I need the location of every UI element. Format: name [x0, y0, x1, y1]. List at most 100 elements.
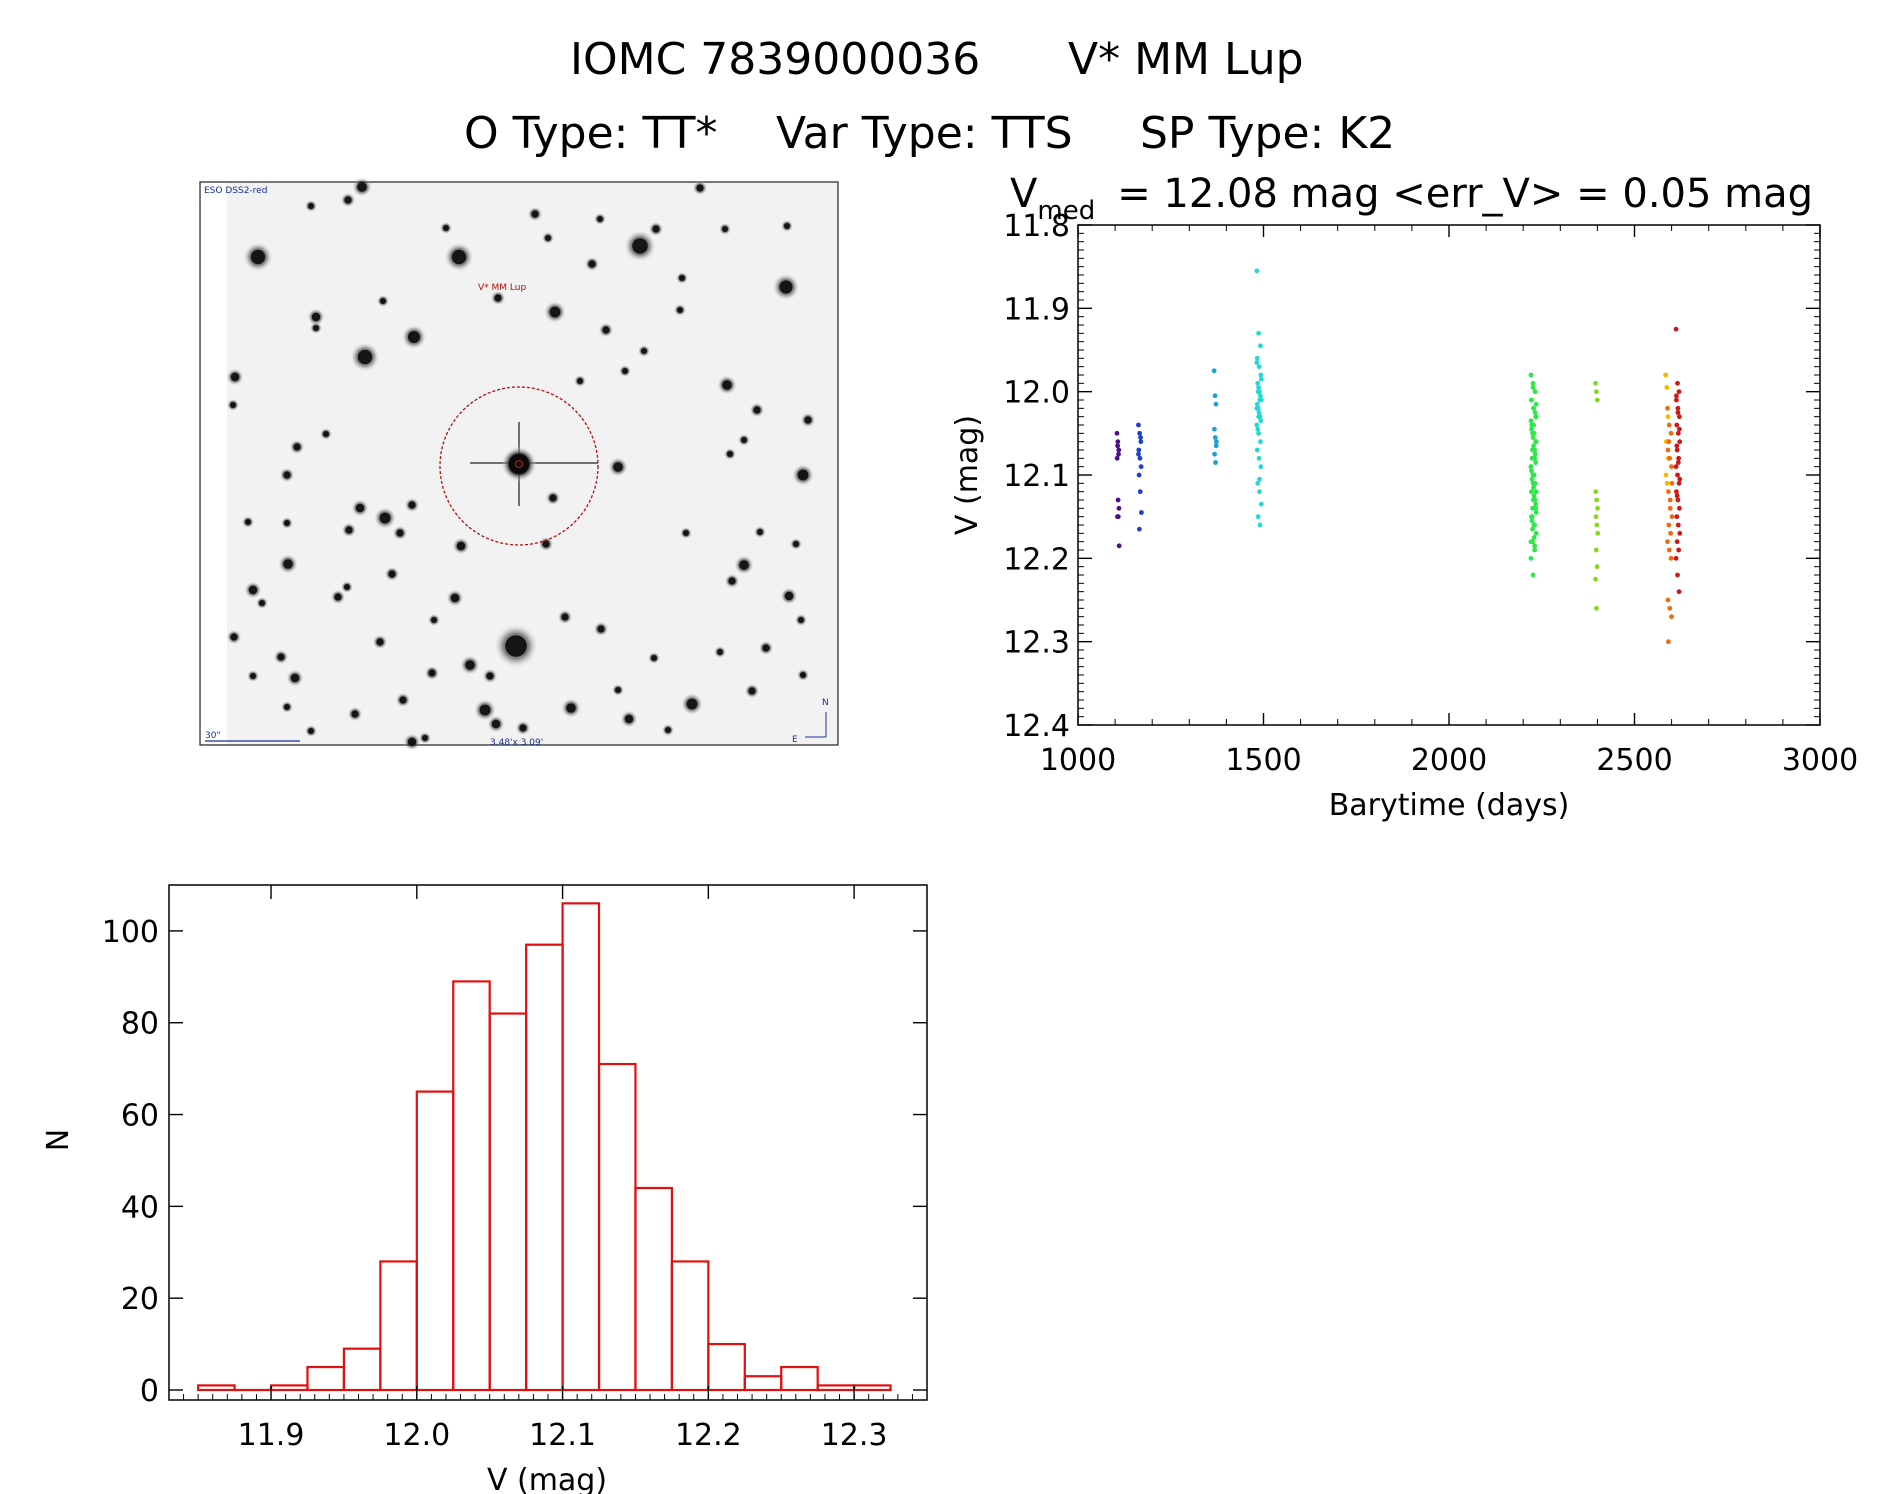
lc-point-s3: [1212, 435, 1218, 440]
lc-point-s6: [1593, 489, 1599, 495]
lc-point-s9: [1674, 443, 1680, 449]
lc-point-s5: [1530, 380, 1536, 386]
lc-point-s4: [1258, 376, 1264, 382]
star: [757, 529, 763, 535]
lightcurve-title: Vmed = 12.08 mag <err_V> = 0.05 mag: [1010, 171, 1813, 226]
hist-ytick-label: 20: [121, 1282, 159, 1317]
histogram-ylabel: N: [41, 1129, 76, 1151]
lc-point-s5: [1529, 426, 1534, 432]
star: [283, 471, 291, 479]
lc-point-s8: [1668, 530, 1674, 536]
hist-ytick-label: 40: [121, 1190, 159, 1225]
hist-ytick-label: 80: [121, 1007, 159, 1042]
lc-point-s9: [1675, 497, 1681, 503]
histogram-bar: [415, 1090, 455, 1392]
lc-xtick-label: 3000: [1782, 743, 1858, 778]
star: [284, 520, 290, 526]
lc-point-s5: [1529, 514, 1534, 520]
star: [456, 541, 466, 551]
lc-ytick-label: 12.3: [1003, 626, 1070, 661]
lc-point-s2: [1137, 455, 1143, 461]
star: [793, 541, 799, 547]
lightcurve-xlabel: Barytime (days): [1329, 788, 1570, 823]
lc-point-s4: [1257, 476, 1262, 482]
compass-e: E: [792, 735, 798, 745]
lightcurve-title-sub: med: [1037, 196, 1095, 226]
lc-point-s9: [1674, 447, 1680, 453]
lc-point-s5: [1531, 535, 1537, 540]
lc-point-s8: [1667, 455, 1673, 461]
lc-ytick-label: 11.9: [1003, 292, 1070, 327]
lc-xtick-label: 1500: [1225, 743, 1301, 778]
hist-ytick-label: 100: [102, 915, 159, 950]
lc-point-s6: [1594, 564, 1600, 570]
lc-point-s5: [1532, 543, 1538, 549]
star: [549, 494, 557, 502]
histogram-xlabel: V (mag): [487, 1463, 607, 1494]
lc-point-s8: [1666, 639, 1671, 645]
histogram-bar: [597, 1062, 637, 1392]
star: [344, 584, 350, 590]
lc-point-s4: [1257, 522, 1263, 528]
lc-point-s4: [1256, 414, 1262, 420]
star: [762, 644, 770, 652]
lc-xtick-label: 2500: [1596, 743, 1672, 778]
star: [696, 184, 704, 192]
star: [308, 203, 314, 209]
star: [380, 298, 386, 304]
star: [728, 577, 736, 585]
lc-point-s5: [1530, 385, 1536, 390]
star: [622, 368, 628, 374]
star: [283, 559, 293, 569]
lc-point-s5: [1532, 447, 1538, 453]
lc-point-s5: [1533, 501, 1539, 507]
star: [727, 451, 733, 457]
lc-point-s7: [1663, 372, 1669, 378]
hist-ytick-label: 0: [140, 1374, 159, 1409]
star: [652, 225, 660, 233]
lc-point-s5: [1529, 468, 1534, 474]
star: [290, 673, 300, 683]
lightcurve-plot: Vmed = 12.08 mag <err_V> = 0.05 mag 1000 1…: [950, 171, 1858, 823]
star: [486, 672, 494, 680]
lightcurve-title-rest: = 12.08 mag <err_V> = 0.05 mag: [1117, 171, 1813, 217]
lc-point-s9: [1675, 472, 1680, 478]
star: [323, 431, 329, 437]
lc-point-s5: [1529, 397, 1534, 403]
star: [388, 570, 396, 578]
lc-point-s4: [1256, 410, 1262, 415]
lc-point-s9: [1673, 464, 1679, 470]
survey-label: ESO DSS2-red: [204, 186, 267, 196]
lc-point-s9: [1676, 505, 1682, 511]
star: [679, 275, 685, 281]
histogram-bar: [452, 980, 491, 1392]
lc-point-s1: [1116, 543, 1122, 549]
lc-point-s5: [1530, 526, 1535, 532]
lc-point-s5: [1530, 430, 1535, 436]
lightcurve-axes: [1077, 224, 1821, 726]
lc-point-s5: [1528, 418, 1534, 424]
lc-point-s5: [1532, 547, 1538, 553]
star: [396, 529, 404, 537]
star: [431, 617, 437, 623]
lc-point-s9: [1677, 530, 1683, 536]
lc-ytick-label: 12.2: [1003, 542, 1070, 577]
histogram-bar: [269, 1384, 309, 1392]
lc-point-s5: [1528, 539, 1534, 545]
star: [588, 260, 596, 268]
histogram-ticks: 11.9 12.0 12.1 12.2 12.3 0 20 40 60 80 100: [102, 885, 928, 1453]
lc-point-s9: [1673, 555, 1679, 561]
lc-point-s2: [1136, 451, 1141, 457]
lc-point-s8: [1667, 505, 1673, 511]
header-otype: O Type: TT*: [464, 108, 717, 159]
lc-point-s5: [1532, 410, 1538, 415]
lc-point-s5: [1533, 460, 1539, 465]
target-label: V* MM Lup: [478, 283, 526, 293]
star: [479, 704, 491, 716]
lc-point-s6: [1593, 514, 1599, 520]
star: [677, 307, 683, 313]
lc-point-s4: [1258, 501, 1264, 507]
star: [798, 617, 804, 623]
star: [379, 512, 391, 524]
